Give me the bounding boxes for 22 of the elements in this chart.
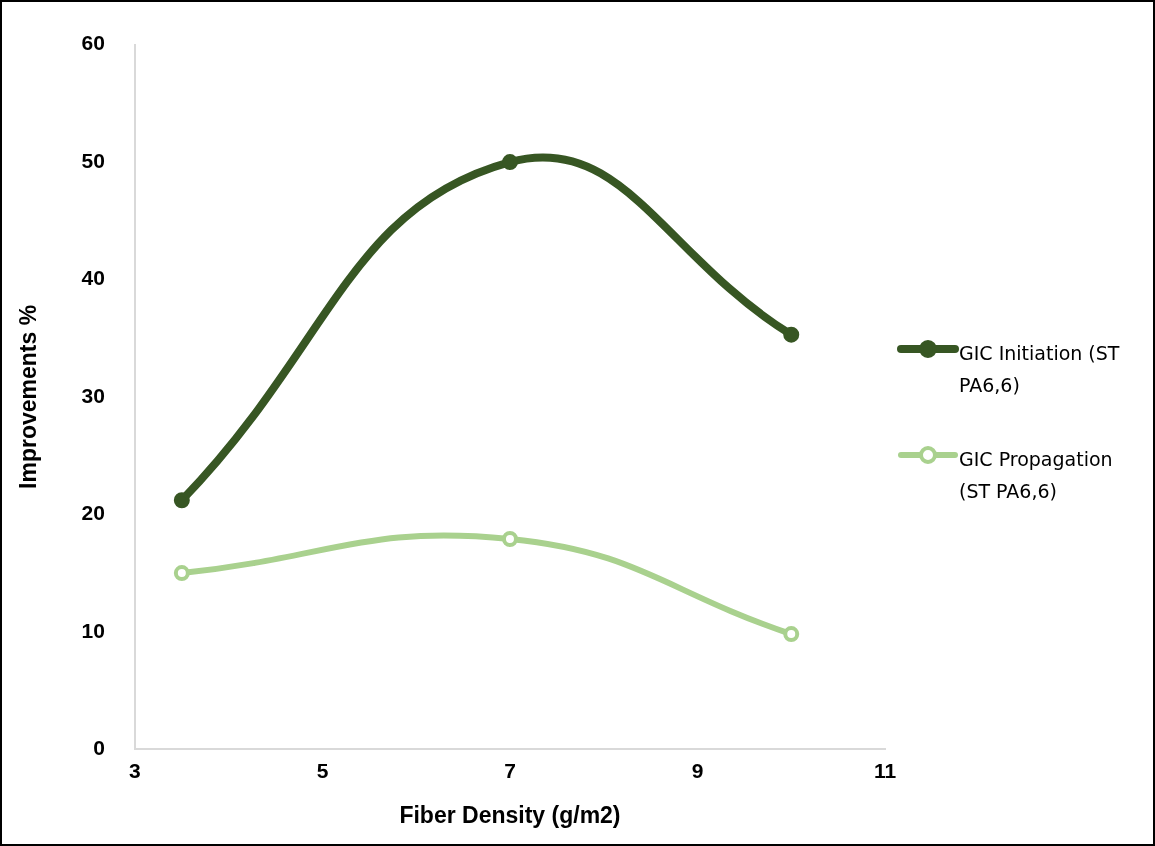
legend-label: GIC Propagation (ST PA6,6) [959,447,1114,504]
y-tick-label: 0 [93,736,105,759]
point [783,626,800,643]
y-axis-title: Improvements % [15,304,42,489]
y-tick-label: 50 [81,148,105,172]
point [501,530,518,547]
x-tick-label: 11 [873,758,897,782]
y-tick-label: 60 [81,31,105,55]
y-tick-label: 10 [81,618,105,642]
point [501,154,518,171]
x-tick-label: 5 [316,758,329,782]
y-tick-label: 20 [81,501,105,525]
x-tick-label: 7 [504,758,516,782]
x-tick-label: 3 [129,758,141,782]
point [783,326,800,343]
point [173,492,190,509]
legend-label: GIC Initiation (ST PA6,6) [959,341,1121,398]
x-tick-label: 9 [691,758,704,782]
x-axis-title: Fiber Density (g/m2) [399,801,621,828]
y-tick-label: 30 [81,383,105,407]
y-tick-label: 40 [81,266,105,290]
point [173,565,190,582]
